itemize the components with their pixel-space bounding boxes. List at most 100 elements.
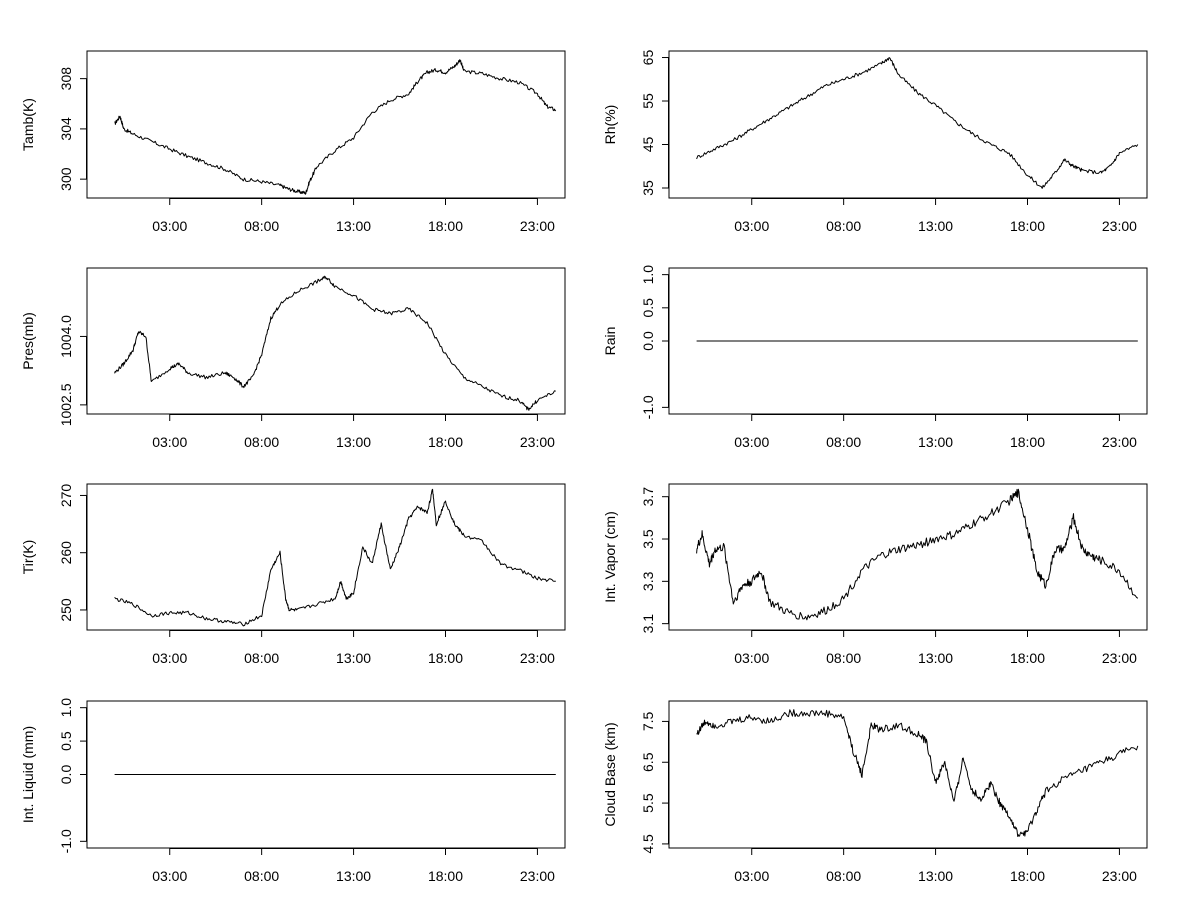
series-line: [114, 488, 556, 627]
y-tick-label: 3.5: [640, 529, 656, 549]
y-tick-label: 6.5: [640, 752, 656, 772]
plot-frame: [86, 50, 566, 199]
x-tick-label: 08:00: [244, 868, 279, 884]
x-tick-label: 13:00: [336, 218, 371, 234]
y-axis-title: Int. Vapor (cm): [602, 511, 618, 603]
x-tick-label: 23:00: [1102, 868, 1137, 884]
plot-frame: [86, 267, 566, 415]
plot-frame: [86, 483, 566, 631]
x-tick-label: 23:00: [520, 434, 555, 450]
panel-8: 03:00 08:00 13:00 18:00 23:00 4.5 5.5 6.5 7.5 Clo…: [602, 700, 1148, 884]
y-tick-label: 1.0: [58, 698, 74, 718]
x-tick-label: 03:00: [152, 650, 187, 666]
x-tick-label: 18:00: [428, 434, 463, 450]
x-axis: 03:00 08:00 13:00 18:00 23:00: [734, 414, 1137, 450]
x-tick-label: 18:00: [1010, 434, 1045, 450]
x-tick-label: 18:00: [1010, 218, 1045, 234]
x-tick-label: 03:00: [734, 434, 769, 450]
x-tick-label: 08:00: [244, 218, 279, 234]
x-tick-label: 08:00: [826, 218, 861, 234]
y-tick-label: 308: [58, 67, 74, 91]
x-tick-label: 23:00: [520, 218, 555, 234]
y-axis-title: Cloud Base (km): [602, 722, 618, 826]
y-tick-label: 3.1: [640, 614, 656, 634]
series-line: [696, 709, 1139, 837]
y-tick-label: 55: [640, 93, 656, 109]
y-tick-label: 5.5: [640, 793, 656, 813]
x-tick-label: 13:00: [918, 650, 953, 666]
y-tick-label: 4.5: [640, 834, 656, 854]
x-axis: 03:00 08:00 13:00 18:00 23:00: [734, 630, 1137, 666]
y-tick-label: 1.0: [640, 265, 656, 285]
x-tick-label: 03:00: [152, 218, 187, 234]
y-tick-label: -1.0: [640, 395, 656, 419]
y-tick-label: 260: [58, 541, 74, 565]
x-axis: 03:00 08:00 13:00 18:00 23:00: [734, 198, 1137, 234]
x-tick-label: 18:00: [428, 650, 463, 666]
x-tick-label: 23:00: [1102, 434, 1137, 450]
y-tick-label: 0.0: [640, 331, 656, 351]
y-tick-label: 0.5: [640, 298, 656, 318]
x-tick-label: 18:00: [428, 868, 463, 884]
y-axis: 1002.5 1004.0: [58, 315, 87, 426]
y-tick-label: 35: [640, 180, 656, 196]
y-axis-title: Int. Liquid (mm): [20, 726, 36, 823]
x-tick-label: 23:00: [520, 868, 555, 884]
y-axis: 3.1 3.3 3.5 3.7: [640, 487, 669, 634]
panel-6: 03:00 08:00 13:00 18:00 23:00 3.1 3.3 3.5 3.7 Int…: [602, 483, 1148, 666]
y-tick-label: -1.0: [58, 829, 74, 853]
y-tick-label: 7.5: [640, 711, 656, 731]
x-axis: 03:00 08:00 13:00 18:00 23:00: [152, 630, 555, 666]
x-tick-label: 13:00: [336, 650, 371, 666]
y-axis: 250 260 270: [58, 484, 87, 622]
panel-5: 03:00 08:00 13:00 18:00 23:00 250 260 270 Tir(K): [20, 483, 566, 666]
x-tick-label: 03:00: [152, 434, 187, 450]
x-tick-label: 03:00: [734, 650, 769, 666]
plot-frame: [668, 50, 1148, 199]
x-tick-label: 23:00: [520, 650, 555, 666]
y-axis-title: Rain: [602, 327, 618, 356]
plot-frame: [668, 483, 1148, 631]
x-axis: 03:00 08:00 13:00 18:00 23:00: [152, 198, 555, 234]
y-tick-label: 65: [640, 50, 656, 66]
x-tick-label: 08:00: [826, 434, 861, 450]
y-axis-title: Tir(K): [20, 540, 36, 574]
series-line: [114, 59, 557, 195]
x-tick-label: 13:00: [918, 434, 953, 450]
y-axis: 300 304 308: [58, 67, 87, 191]
x-axis: 03:00 08:00 13:00 18:00 23:00: [152, 414, 555, 450]
x-axis: 03:00 08:00 13:00 18:00 23:00: [152, 848, 555, 884]
panel-4: 03:00 08:00 13:00 18:00 23:00 -1.0 0.0 0.5 1.0 Ra…: [602, 265, 1148, 450]
x-tick-label: 03:00: [152, 868, 187, 884]
x-tick-label: 03:00: [734, 218, 769, 234]
x-tick-label: 13:00: [918, 868, 953, 884]
x-tick-label: 18:00: [1010, 650, 1045, 666]
x-tick-label: 08:00: [826, 650, 861, 666]
y-tick-label: 304: [58, 117, 74, 141]
x-tick-label: 13:00: [336, 868, 371, 884]
plot-frame: [668, 700, 1148, 849]
y-tick-label: 0.5: [58, 731, 74, 751]
y-axis-title: Rh(%): [602, 105, 618, 145]
y-tick-label: 3.7: [640, 487, 656, 507]
x-tick-label: 08:00: [244, 434, 279, 450]
x-tick-label: 18:00: [1010, 868, 1045, 884]
y-axis: -1.0 0.0 0.5 1.0: [640, 265, 669, 419]
x-axis: 03:00 08:00 13:00 18:00 23:00: [734, 848, 1137, 884]
panel-1: 03:00 08:00 13:00 18:00 23:00 300 304 308 Tamb(K…: [20, 50, 566, 234]
y-tick-label: 250: [58, 598, 74, 622]
y-tick-label: 300: [58, 167, 74, 191]
panel-3: 03:00 08:00 13:00 18:00 23:00 1002.5 1004.0 Pre…: [20, 267, 566, 450]
y-tick-label: 270: [58, 484, 74, 508]
x-tick-label: 13:00: [918, 218, 953, 234]
x-tick-label: 13:00: [336, 434, 371, 450]
x-tick-label: 23:00: [1102, 218, 1137, 234]
x-tick-label: 23:00: [1102, 650, 1137, 666]
y-tick-label: 1002.5: [58, 383, 74, 426]
y-axis: -1.0 0.0 0.5 1.0: [58, 698, 87, 853]
x-tick-label: 08:00: [826, 868, 861, 884]
panel-2: 03:00 08:00 13:00 18:00 23:00 35 45 55 65 Rh(%): [602, 50, 1148, 234]
y-axis: 35 45 55 65: [640, 50, 669, 196]
y-tick-label: 45: [640, 137, 656, 153]
